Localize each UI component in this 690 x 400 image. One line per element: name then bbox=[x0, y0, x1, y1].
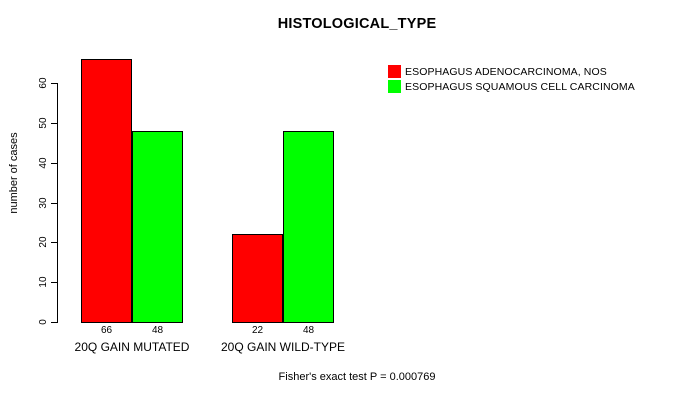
legend-label: ESOPHAGUS ADENOCARCINOMA, NOS bbox=[405, 65, 607, 78]
legend-swatch-green bbox=[388, 80, 401, 93]
bar-value-label: 66 bbox=[100, 325, 113, 336]
bar-group1-red bbox=[81, 59, 132, 323]
bar-group2-green bbox=[283, 131, 334, 323]
y-tick bbox=[51, 122, 57, 124]
y-tick-label: 60 bbox=[38, 77, 49, 89]
bar-value-label: 48 bbox=[302, 325, 315, 336]
y-tick bbox=[51, 202, 57, 204]
legend: ESOPHAGUS ADENOCARCINOMA, NOS ESOPHAGUS S… bbox=[388, 64, 635, 94]
legend-item: ESOPHAGUS SQUAMOUS CELL CARCINOMA bbox=[388, 79, 635, 94]
x-category-label: 20Q GAIN MUTATED bbox=[74, 340, 190, 354]
y-axis-label: number of cases bbox=[8, 132, 20, 214]
y-tick-label: 0 bbox=[38, 319, 49, 325]
y-tick bbox=[51, 162, 57, 164]
legend-swatch-red bbox=[388, 65, 401, 78]
y-tick bbox=[51, 83, 57, 84]
chart-title: HISTOLOGICAL_TYPE bbox=[277, 16, 437, 32]
fisher-test-footnote: Fisher's exact test P = 0.000769 bbox=[278, 371, 436, 383]
y-tick-label: 20 bbox=[38, 236, 49, 248]
y-tick-label: 30 bbox=[38, 196, 49, 209]
y-tick-label: 50 bbox=[38, 117, 49, 129]
y-tick bbox=[51, 242, 57, 244]
y-tick bbox=[51, 282, 57, 284]
bar-group2-red bbox=[232, 234, 283, 323]
x-category-label: 20Q GAIN WILD-TYPE bbox=[220, 340, 346, 354]
y-tick-label: 40 bbox=[38, 157, 49, 169]
y-tick-label: 10 bbox=[38, 276, 49, 288]
bar-value-label: 48 bbox=[151, 325, 164, 336]
bar-group1-green bbox=[132, 131, 183, 323]
legend-item: ESOPHAGUS ADENOCARCINOMA, NOS bbox=[388, 64, 635, 79]
y-axis-line bbox=[57, 83, 58, 323]
bar-value-label: 22 bbox=[251, 325, 264, 336]
legend-label: ESOPHAGUS SQUAMOUS CELL CARCINOMA bbox=[405, 80, 635, 93]
y-tick bbox=[51, 322, 57, 323]
